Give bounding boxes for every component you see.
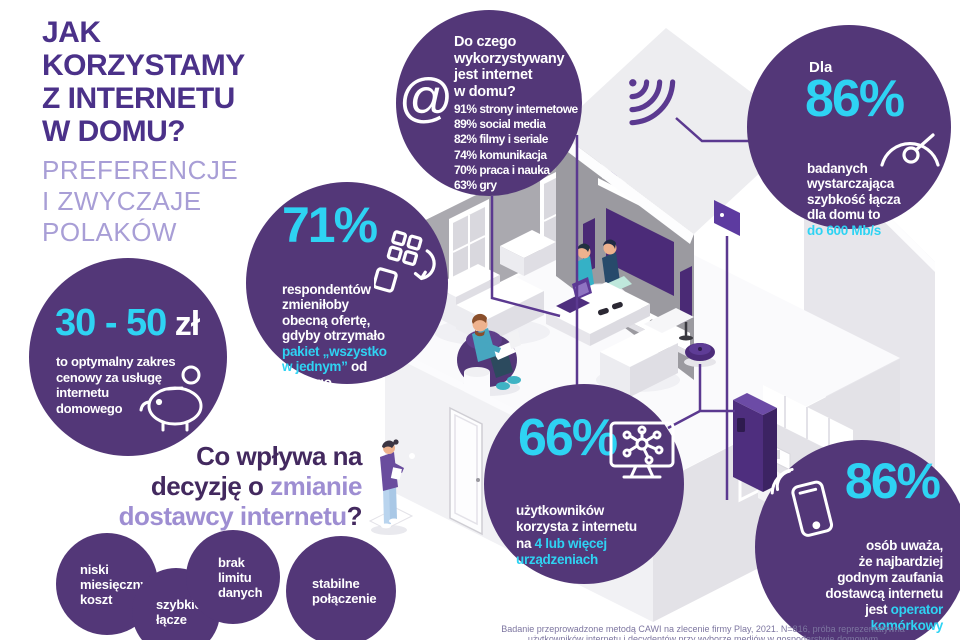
offer-highlight: pakiet „wszystko w jednym” (282, 343, 387, 375)
devices-highlight: 4 lub więcej urządzeniach (516, 535, 607, 568)
page-title-line: KORZYSTAMY (42, 49, 245, 82)
bubble-price-range: 30 - 50 zł to optymalny zakres cenowy za… (29, 258, 227, 456)
page-title-line: Z INTERNETU (42, 82, 235, 115)
devices-description: użytkowników korzysta z internetu na 4 l… (516, 502, 637, 568)
connector-lines (490, 117, 757, 500)
usage-question: Do czego wykorzystywany jest internet w … (454, 34, 565, 100)
price-description: to optymalny zakres cenowy za usługę int… (56, 354, 176, 416)
speed-value: 86% (805, 70, 905, 128)
coffee-table (546, 282, 650, 346)
price-value: 30 - 50 zł (55, 302, 200, 344)
fridge (733, 393, 777, 492)
factor-no-data-limit: brak limitu danych (186, 530, 280, 624)
usage-stats-list: 91% strony internetowe 89% social media … (454, 102, 578, 193)
front-door (409, 406, 483, 536)
robot-vacuum (684, 343, 716, 367)
tv-screen (606, 208, 674, 296)
router (714, 200, 740, 236)
connector-wifi-speed (675, 117, 757, 143)
connector-usage-laptop (490, 196, 561, 318)
trust-highlight: operator komórkowy (870, 602, 944, 633)
usage-stat: 91% strony internetowe (454, 102, 578, 116)
page-title-line: W DOMU? (42, 115, 186, 148)
woman-at-door (368, 439, 414, 535)
bubble-offer-change: 71% respondentów zmieniłoby obecną ofert… (246, 182, 448, 405)
roof (556, 28, 804, 234)
survey-footnote: Badanie przeprowadzone metodą CAWI na zl… (445, 624, 960, 640)
usage-stat: 89% social media (454, 117, 546, 132)
usage-stat: 70% praca i nauka (454, 162, 550, 177)
trust-value: 86% (844, 453, 941, 509)
speaker-right (679, 266, 693, 341)
offer-value: 71% (282, 197, 378, 253)
offer-description: respondentów zmieniłoby obecną ofertę, g… (282, 281, 387, 406)
usage-stat: 74% komunikacja (454, 147, 547, 162)
decision-question: Co wpływa na decyzję o zmianie dostawcy … (118, 441, 363, 531)
connected-screen-icon (609, 421, 675, 479)
speed-description: badanych wystarczająca szybkość łącza dl… (807, 145, 931, 254)
bundle-squares-icon (374, 230, 436, 293)
roof-edge-trim (552, 130, 694, 244)
footnote-line-2: użytkowników internetu i decydentów przy… (527, 634, 879, 640)
svg-text:@: @ (399, 68, 454, 128)
usage-stat: 82% filmy i seriale (454, 132, 548, 147)
sofa-left (434, 230, 556, 344)
page-subtitle: PREFERENCJE I ZWYCZAJE POLAKÓW (42, 155, 239, 247)
trust-description: osób uważa, że najbardziej godnym zaufan… (825, 538, 944, 633)
wifi-icon (629, 79, 676, 126)
factor-stable-connection: stabilne połączenie (286, 536, 396, 640)
at-sign-icon: @ (399, 68, 454, 128)
usage-stat: 63% gry (454, 178, 497, 193)
speed-prefix: Dla (809, 59, 833, 76)
bubble-trusted-provider: 86% osób uważa, że najbardziej godnym za… (755, 440, 960, 640)
sofa-right (600, 308, 694, 397)
speed-highlight: do 600 Mb/s (807, 222, 881, 238)
header: JAK KORZYSTAMY Z INTERNETU W DOMU? PREFE… (42, 16, 245, 248)
bubble-internet-usage: @ Do czego wykorzystywany jest internet … (396, 10, 582, 196)
game-controllers (597, 301, 623, 316)
footnote-line-1: Badanie przeprowadzone metodą CAWI na zl… (501, 624, 905, 634)
devices-value: 66% (518, 409, 618, 467)
page-title-line: JAK (42, 16, 101, 49)
bubble-speed: Dla 86% badanych wystarczająca szybkość … (747, 25, 951, 238)
bubble-devices: 66% użytkowników korzysta z internetu na… (484, 384, 684, 584)
smartphone-signal-icon (770, 467, 834, 537)
speedometer-icon (880, 133, 940, 167)
piggy-bank-icon (139, 365, 203, 432)
